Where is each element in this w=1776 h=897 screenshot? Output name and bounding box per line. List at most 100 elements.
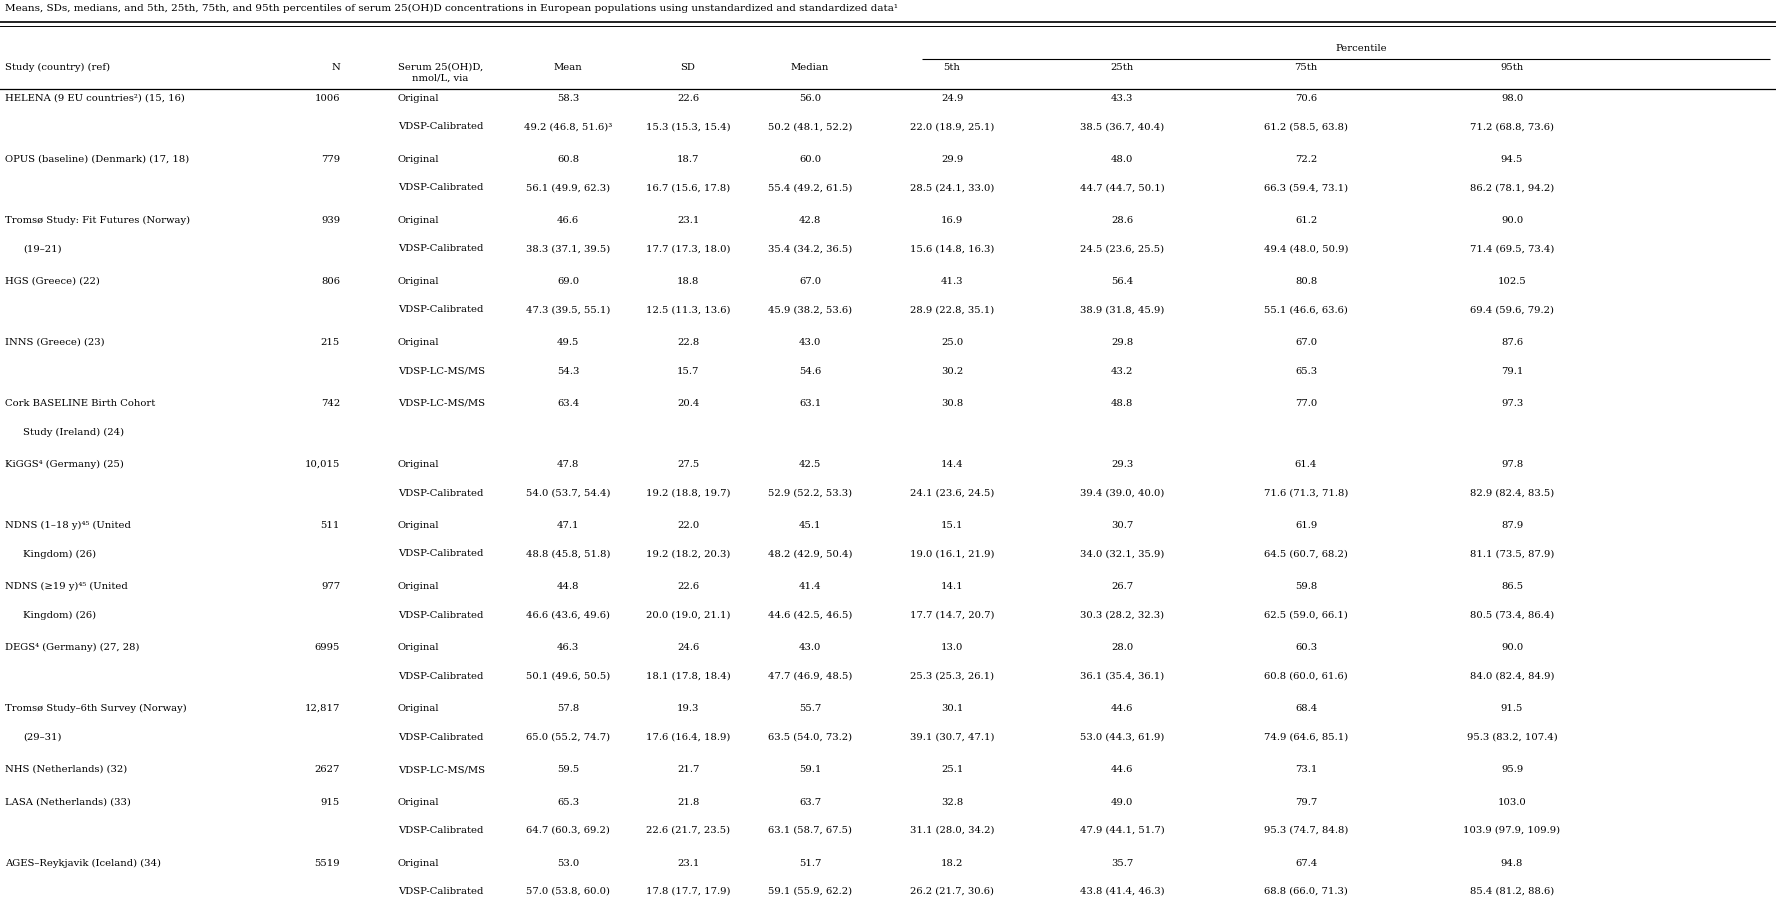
- Text: 977: 977: [321, 582, 339, 591]
- Text: Original: Original: [398, 521, 439, 530]
- Text: 46.3: 46.3: [558, 643, 579, 652]
- Text: 65.3: 65.3: [558, 797, 579, 806]
- Text: 28.5 (24.1, 33.0): 28.5 (24.1, 33.0): [909, 184, 995, 193]
- Text: 50.1 (49.6, 50.5): 50.1 (49.6, 50.5): [526, 672, 611, 681]
- Text: 36.1 (35.4, 36.1): 36.1 (35.4, 36.1): [1080, 672, 1163, 681]
- Text: 20.4: 20.4: [677, 399, 700, 408]
- Text: 55.1 (46.6, 63.6): 55.1 (46.6, 63.6): [1265, 306, 1348, 315]
- Text: 63.5 (54.0, 73.2): 63.5 (54.0, 73.2): [767, 733, 852, 742]
- Text: 53.0: 53.0: [558, 858, 579, 867]
- Text: Original: Original: [398, 94, 439, 103]
- Text: 22.0: 22.0: [677, 521, 700, 530]
- Text: 103.9 (97.9, 109.9): 103.9 (97.9, 109.9): [1463, 826, 1561, 835]
- Text: 64.7 (60.3, 69.2): 64.7 (60.3, 69.2): [526, 826, 609, 835]
- Text: HGS (Greece) (22): HGS (Greece) (22): [5, 277, 99, 286]
- Text: 20.0 (19.0, 21.1): 20.0 (19.0, 21.1): [646, 611, 730, 620]
- Text: 13.0: 13.0: [941, 643, 963, 652]
- Text: VDSP-Calibrated: VDSP-Calibrated: [398, 826, 483, 835]
- Text: 23.1: 23.1: [677, 216, 700, 225]
- Text: Original: Original: [398, 797, 439, 806]
- Text: 16.9: 16.9: [941, 216, 963, 225]
- Text: 44.6: 44.6: [1110, 704, 1133, 713]
- Text: 14.1: 14.1: [941, 582, 963, 591]
- Text: 15.3 (15.3, 15.4): 15.3 (15.3, 15.4): [646, 123, 730, 132]
- Text: OPUS (baseline) (Denmark) (17, 18): OPUS (baseline) (Denmark) (17, 18): [5, 155, 190, 164]
- Text: 57.0 (53.8, 60.0): 57.0 (53.8, 60.0): [526, 887, 609, 896]
- Text: 50.2 (48.1, 52.2): 50.2 (48.1, 52.2): [767, 123, 852, 132]
- Text: 18.7: 18.7: [677, 155, 700, 164]
- Text: 43.2: 43.2: [1110, 367, 1133, 376]
- Text: 29.9: 29.9: [941, 155, 963, 164]
- Text: DEGS⁴ (Germany) (27, 28): DEGS⁴ (Germany) (27, 28): [5, 643, 140, 652]
- Text: 63.1 (58.7, 67.5): 63.1 (58.7, 67.5): [767, 826, 852, 835]
- Text: 38.5 (36.7, 40.4): 38.5 (36.7, 40.4): [1080, 123, 1163, 132]
- Text: 42.8: 42.8: [799, 216, 821, 225]
- Text: 54.0 (53.7, 54.4): 54.0 (53.7, 54.4): [526, 489, 611, 498]
- Text: 12,817: 12,817: [305, 704, 339, 713]
- Text: 26.2 (21.7, 30.6): 26.2 (21.7, 30.6): [909, 887, 995, 896]
- Text: 5th: 5th: [943, 63, 961, 72]
- Text: 52.9 (52.2, 53.3): 52.9 (52.2, 53.3): [767, 489, 852, 498]
- Text: VDSP-Calibrated: VDSP-Calibrated: [398, 887, 483, 896]
- Text: 43.8 (41.4, 46.3): 43.8 (41.4, 46.3): [1080, 887, 1165, 896]
- Text: 55.4 (49.2, 61.5): 55.4 (49.2, 61.5): [767, 184, 852, 193]
- Text: 19.2 (18.8, 19.7): 19.2 (18.8, 19.7): [646, 489, 730, 498]
- Text: 71.6 (71.3, 71.8): 71.6 (71.3, 71.8): [1265, 489, 1348, 498]
- Text: 68.4: 68.4: [1295, 704, 1318, 713]
- Text: 39.4 (39.0, 40.0): 39.4 (39.0, 40.0): [1080, 489, 1165, 498]
- Text: VDSP-Calibrated: VDSP-Calibrated: [398, 550, 483, 559]
- Text: 19.2 (18.2, 20.3): 19.2 (18.2, 20.3): [646, 550, 730, 559]
- Text: 94.5: 94.5: [1501, 155, 1524, 164]
- Text: 49.0: 49.0: [1110, 797, 1133, 806]
- Text: 44.6 (42.5, 46.5): 44.6 (42.5, 46.5): [767, 611, 852, 620]
- Text: 41.4: 41.4: [799, 582, 821, 591]
- Text: Median: Median: [790, 63, 829, 72]
- Text: 56.4: 56.4: [1110, 277, 1133, 286]
- Text: 53.0 (44.3, 61.9): 53.0 (44.3, 61.9): [1080, 733, 1165, 742]
- Text: 19.0 (16.1, 21.9): 19.0 (16.1, 21.9): [909, 550, 995, 559]
- Text: 60.3: 60.3: [1295, 643, 1318, 652]
- Text: Means, SDs, medians, and 5th, 25th, 75th, and 95th percentiles of serum 25(OH)D : Means, SDs, medians, and 5th, 25th, 75th…: [5, 4, 899, 13]
- Text: 15.7: 15.7: [677, 367, 700, 376]
- Text: 63.4: 63.4: [558, 399, 579, 408]
- Text: 44.6: 44.6: [1110, 765, 1133, 774]
- Text: 939: 939: [321, 216, 339, 225]
- Text: 28.9 (22.8, 35.1): 28.9 (22.8, 35.1): [909, 306, 995, 315]
- Text: 94.8: 94.8: [1501, 858, 1524, 867]
- Text: VDSP-Calibrated: VDSP-Calibrated: [398, 489, 483, 498]
- Text: 47.3 (39.5, 55.1): 47.3 (39.5, 55.1): [526, 306, 611, 315]
- Text: NHS (Netherlands) (32): NHS (Netherlands) (32): [5, 765, 128, 774]
- Text: Original: Original: [398, 155, 439, 164]
- Text: 22.6: 22.6: [677, 582, 700, 591]
- Text: 49.4 (48.0, 50.9): 49.4 (48.0, 50.9): [1265, 245, 1348, 254]
- Text: 67.0: 67.0: [799, 277, 821, 286]
- Text: 23.1: 23.1: [677, 858, 700, 867]
- Text: 18.1 (17.8, 18.4): 18.1 (17.8, 18.4): [646, 672, 730, 681]
- Text: 34.0 (32.1, 35.9): 34.0 (32.1, 35.9): [1080, 550, 1165, 559]
- Text: 30.3 (28.2, 32.3): 30.3 (28.2, 32.3): [1080, 611, 1163, 620]
- Text: 79.7: 79.7: [1295, 797, 1318, 806]
- Text: 48.2 (42.9, 50.4): 48.2 (42.9, 50.4): [767, 550, 852, 559]
- Text: 86.2 (78.1, 94.2): 86.2 (78.1, 94.2): [1471, 184, 1554, 193]
- Text: 87.9: 87.9: [1501, 521, 1524, 530]
- Text: 14.4: 14.4: [941, 460, 963, 469]
- Text: 25th: 25th: [1110, 63, 1133, 72]
- Text: 24.6: 24.6: [677, 643, 700, 652]
- Text: 82.9 (82.4, 83.5): 82.9 (82.4, 83.5): [1471, 489, 1554, 498]
- Text: 60.0: 60.0: [799, 155, 821, 164]
- Text: 17.7 (14.7, 20.7): 17.7 (14.7, 20.7): [909, 611, 995, 620]
- Text: HELENA (9 EU countries²) (15, 16): HELENA (9 EU countries²) (15, 16): [5, 94, 185, 103]
- Text: 39.1 (30.7, 47.1): 39.1 (30.7, 47.1): [909, 733, 995, 742]
- Text: Mean: Mean: [554, 63, 583, 72]
- Text: 61.2 (58.5, 63.8): 61.2 (58.5, 63.8): [1265, 123, 1348, 132]
- Text: 22.6: 22.6: [677, 94, 700, 103]
- Text: 48.8: 48.8: [1110, 399, 1133, 408]
- Text: 22.0 (18.9, 25.1): 22.0 (18.9, 25.1): [909, 123, 995, 132]
- Text: 24.1 (23.6, 24.5): 24.1 (23.6, 24.5): [909, 489, 995, 498]
- Text: 44.8: 44.8: [556, 582, 579, 591]
- Text: VDSP-Calibrated: VDSP-Calibrated: [398, 611, 483, 620]
- Text: (19–21): (19–21): [23, 245, 62, 254]
- Text: 72.2: 72.2: [1295, 155, 1318, 164]
- Text: Original: Original: [398, 277, 439, 286]
- Text: 97.8: 97.8: [1501, 460, 1524, 469]
